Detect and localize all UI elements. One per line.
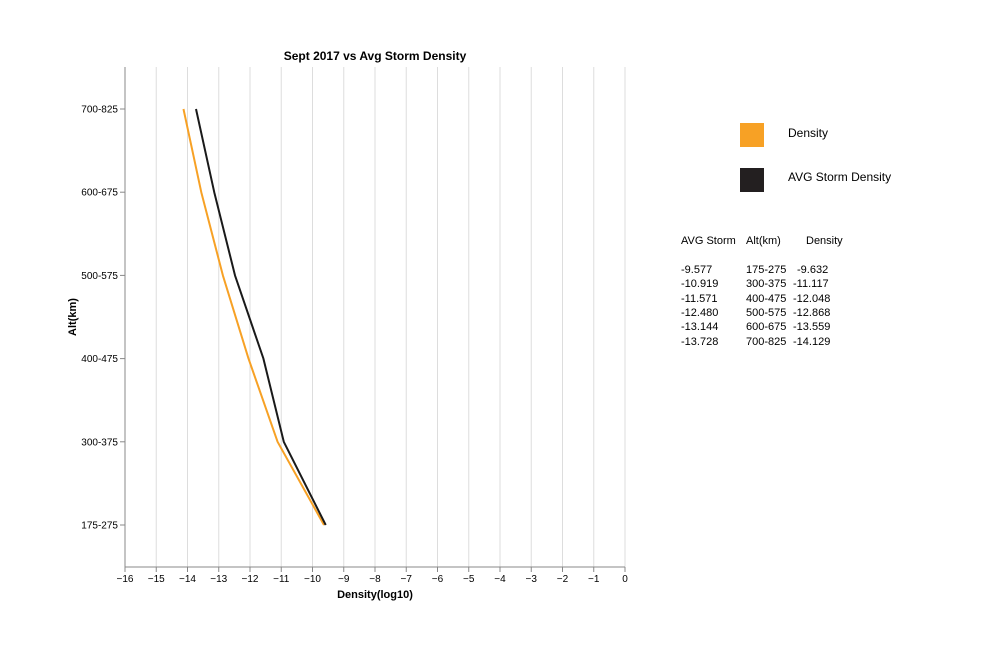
table-cell: -13.144: [681, 321, 719, 333]
table-cell: -12.048: [793, 293, 831, 305]
table-cell: -14.129: [793, 336, 831, 348]
x-tick-label: −4: [494, 574, 506, 585]
table-cell: -13.728: [681, 336, 719, 348]
y-tick-label: 300-375: [81, 437, 118, 448]
y-tick-label: 700-825: [81, 105, 118, 116]
table-header-alt: Alt(km): [746, 235, 781, 247]
table-cell: -12.868: [793, 307, 831, 319]
grid-lines: [124, 67, 626, 567]
table-cell: -10.919: [681, 278, 719, 290]
legend-label-avg-storm: AVG Storm Density: [788, 170, 892, 184]
table-cell: -13.559: [793, 321, 831, 333]
x-tick-label: −1: [588, 574, 600, 585]
x-tick-label: −5: [463, 574, 475, 585]
y-axis-ticks: 175-275 300-375 400-475 500-575 600-675 700-8…: [81, 105, 125, 532]
series-line-avg-storm-density: [195, 108, 327, 526]
table-cell: -9.577: [681, 264, 713, 276]
table-cell: -9.632: [797, 264, 829, 276]
chart-title: Sept 2017 vs Avg Storm Density: [284, 49, 467, 63]
table-cell: 600-675: [746, 321, 787, 333]
x-tick-label: −15: [148, 574, 165, 585]
table-header-density: Density: [806, 235, 843, 247]
y-tick-label: 600-675: [81, 188, 118, 199]
table-cell: 175-275: [746, 264, 787, 276]
table-cell: -11.571: [681, 293, 718, 305]
y-tick-label: 175-275: [81, 521, 118, 532]
table-cell: 400-475: [746, 293, 787, 305]
legend-swatch-density: [740, 123, 764, 147]
x-tick-label: −8: [369, 574, 381, 585]
x-tick-label: −3: [526, 574, 538, 585]
x-tick-label: −12: [242, 574, 259, 585]
x-tick-label: 0: [622, 574, 628, 585]
x-axis-ticks: −16 −15 −14 −13 −12 −11 −10 −9 −8 −7 −6 −5 −4 −3 −2 −1 0: [117, 567, 628, 585]
table-cell: 700-825: [746, 336, 787, 348]
y-axis-title: Alt(km): [67, 298, 79, 336]
x-tick-label: −11: [273, 574, 290, 585]
x-tick-label: −10: [304, 574, 321, 585]
x-tick-label: −7: [401, 574, 413, 585]
x-tick-label: −13: [210, 574, 227, 585]
y-tick-label: 400-475: [81, 354, 118, 365]
x-tick-label: −14: [179, 574, 196, 585]
x-tick-label: −9: [338, 574, 350, 585]
table-cell: 300-375: [746, 278, 787, 290]
series-line-density: [182, 108, 325, 526]
table-cell: -11.117: [793, 278, 829, 290]
x-tick-label: −6: [432, 574, 444, 585]
x-axis-title: Density(log10): [337, 589, 413, 601]
x-tick-label: −16: [117, 574, 134, 585]
table-cell: 500-575: [746, 307, 787, 319]
legend-label-density: Density: [788, 126, 829, 140]
legend-swatch-avg-storm: [740, 168, 764, 192]
y-tick-label: 500-575: [81, 271, 118, 282]
series-lines: [182, 108, 327, 526]
table-cell: -12.480: [681, 307, 719, 319]
table-header-avg-storm: AVG Storm: [681, 235, 736, 247]
x-tick-label: −2: [557, 574, 569, 585]
